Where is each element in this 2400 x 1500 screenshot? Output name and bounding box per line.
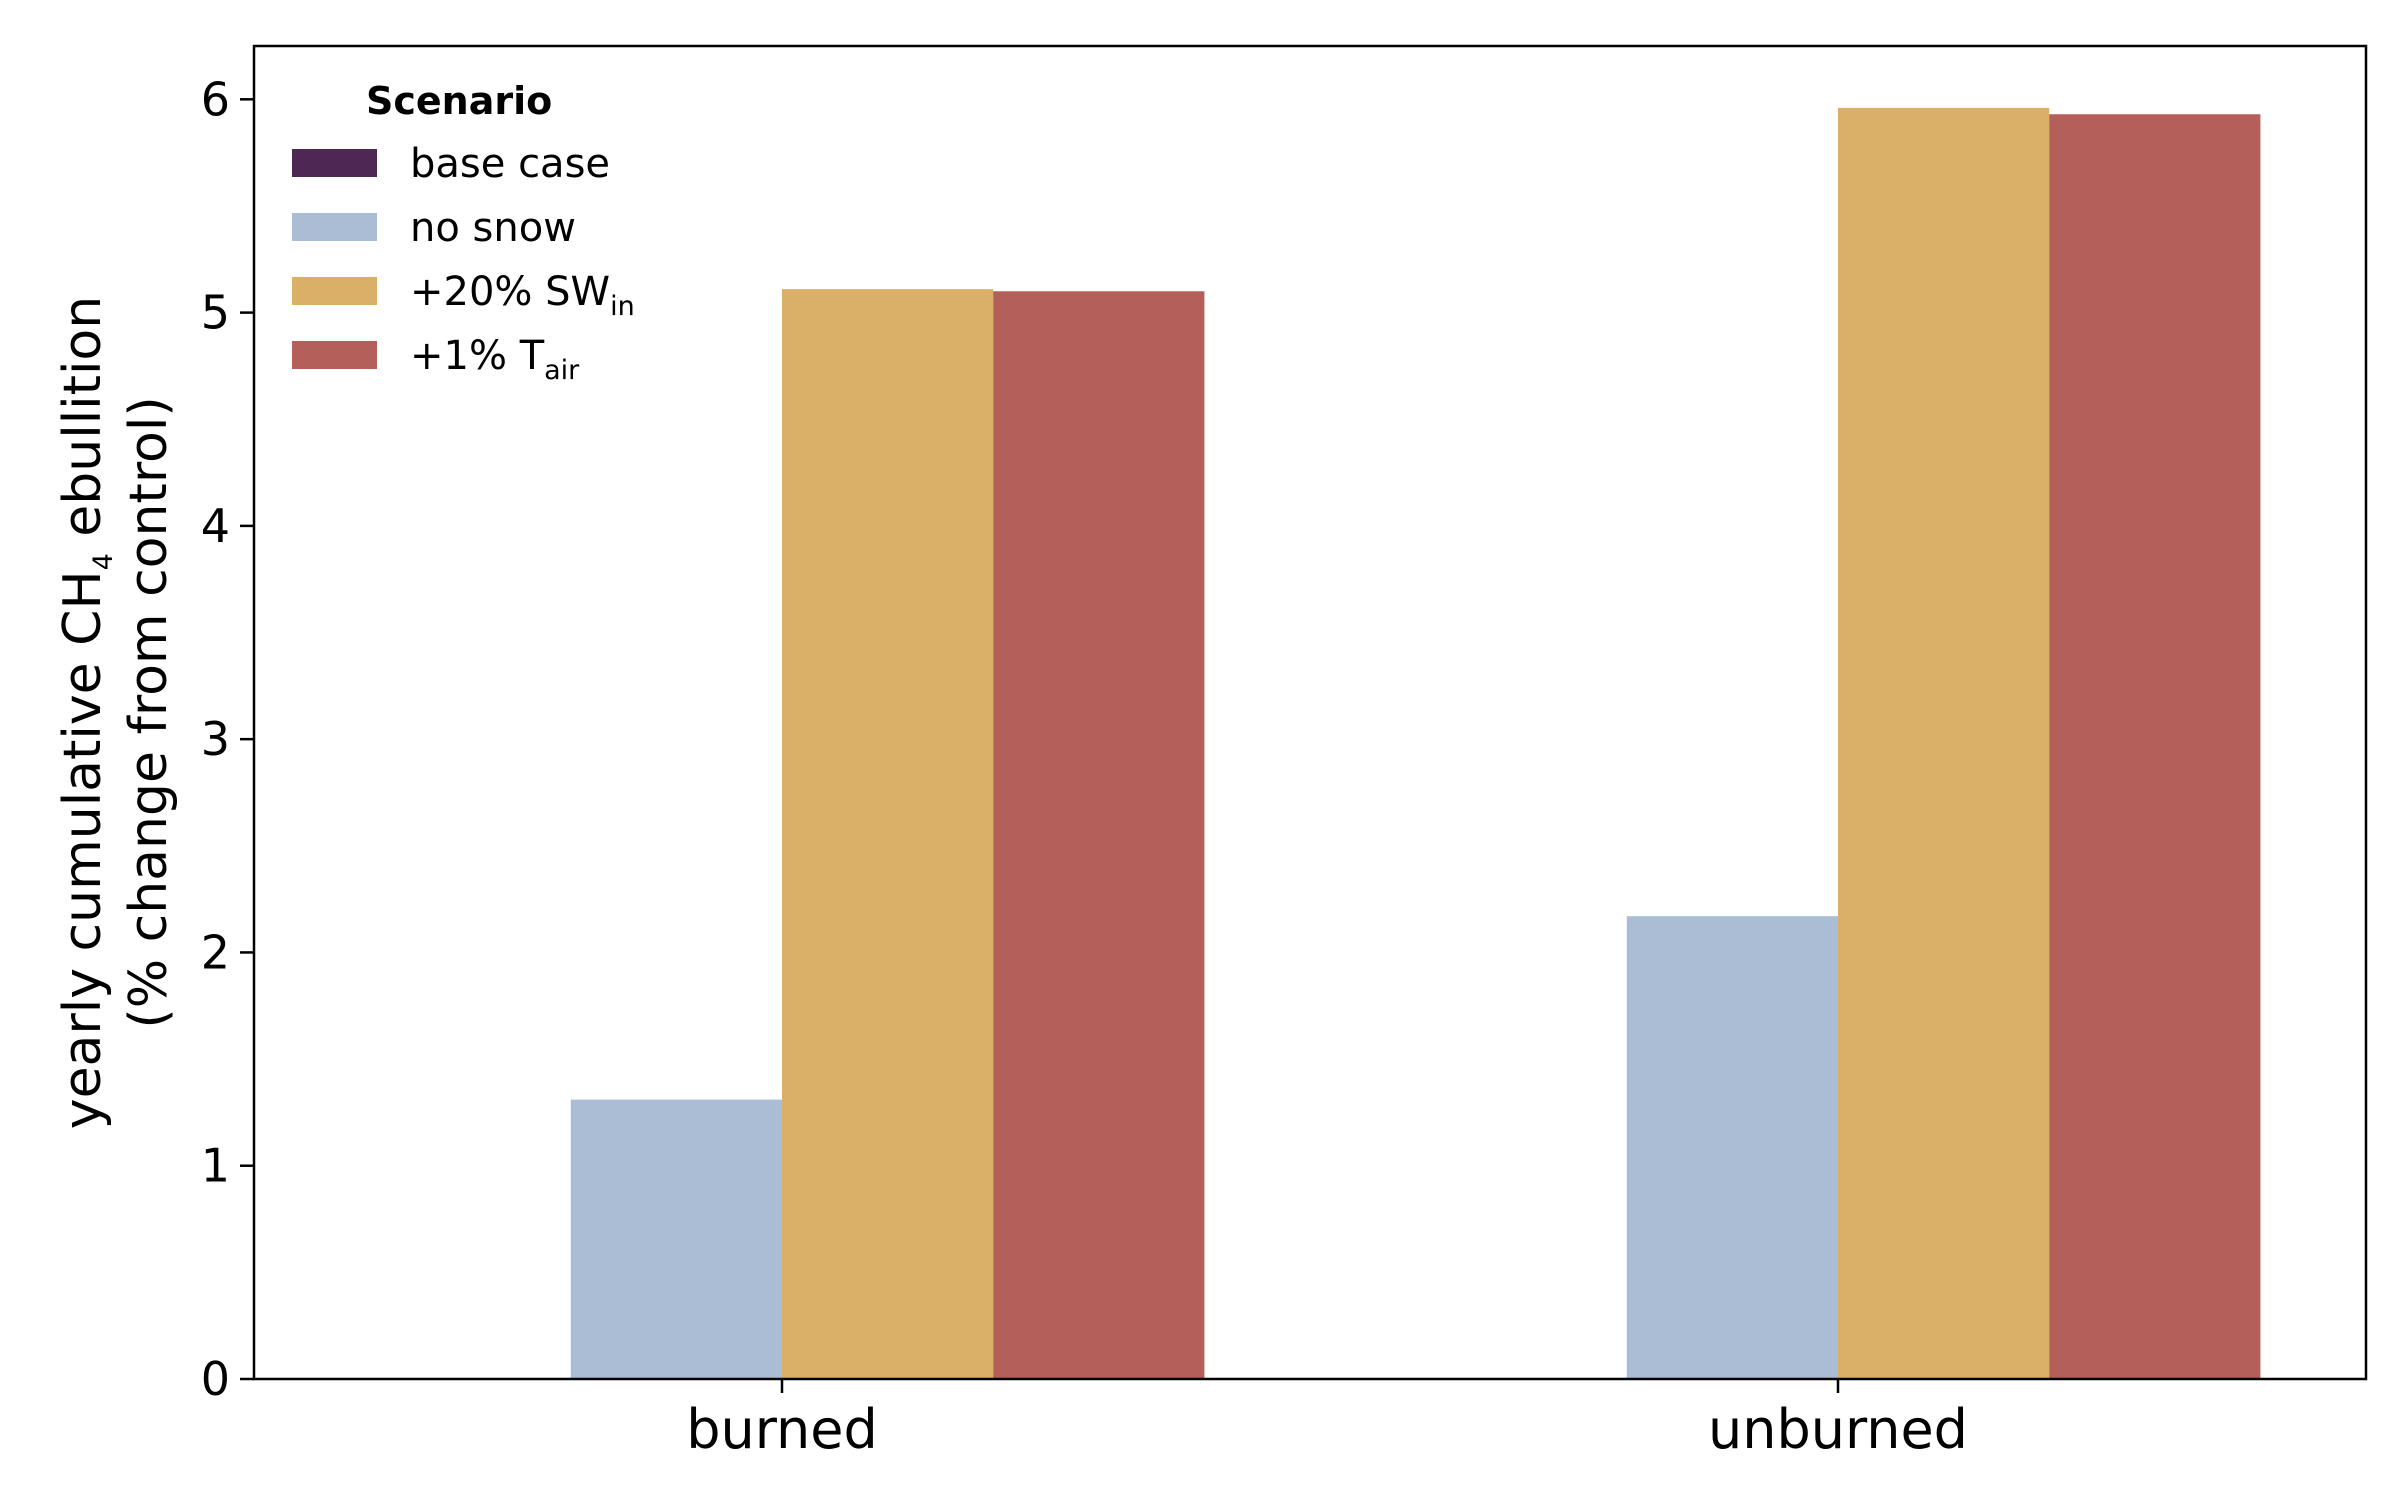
legend-label-1: base case	[410, 141, 610, 187]
y-tick-label: 6	[201, 72, 230, 126]
y-tick-label: 2	[201, 925, 230, 979]
legend-label-2: no snow	[410, 205, 576, 251]
bar-burned-4	[993, 291, 1205, 1380]
bar-burned-3	[782, 289, 994, 1380]
bar-unburned-4	[2049, 114, 2261, 1379]
y-axis-label-line2: (% change from control)	[119, 396, 179, 1028]
y-axis: 0 1 2 3 4 5 6	[201, 72, 254, 1406]
plot-frame	[252, 44, 2368, 1381]
legend-swatch-4	[292, 341, 377, 369]
y-tick-label: 1	[201, 1139, 230, 1193]
legend-swatch-3	[292, 277, 377, 305]
y-tick-label: 4	[201, 499, 230, 553]
legend-swatch-2	[292, 213, 377, 241]
y-axis-label-line1: yearly cumulative CH4 ebullition	[53, 296, 119, 1129]
legend-title: Scenario	[366, 79, 552, 123]
bar-unburned-3	[1838, 107, 2050, 1379]
legend-label-3: +20% SWin	[410, 269, 635, 322]
x-axis: burned unburned	[686, 1379, 1968, 1461]
x-tick-label-burned: burned	[686, 1398, 877, 1461]
bar-burned-2	[570, 1099, 782, 1379]
legend-label-4: +1% Tair	[410, 333, 580, 386]
legend: Scenario base case no snow +20% SWin +1% Ta…	[292, 79, 635, 386]
bar-unburned-2	[1626, 916, 1838, 1379]
y-tick-label: 0	[201, 1352, 230, 1406]
bars-group	[570, 107, 2261, 1380]
y-tick-label: 5	[201, 286, 230, 340]
y-tick-label: 3	[201, 712, 230, 766]
legend-swatch-1	[292, 149, 377, 177]
x-tick-label-unburned: unburned	[1708, 1398, 1968, 1461]
